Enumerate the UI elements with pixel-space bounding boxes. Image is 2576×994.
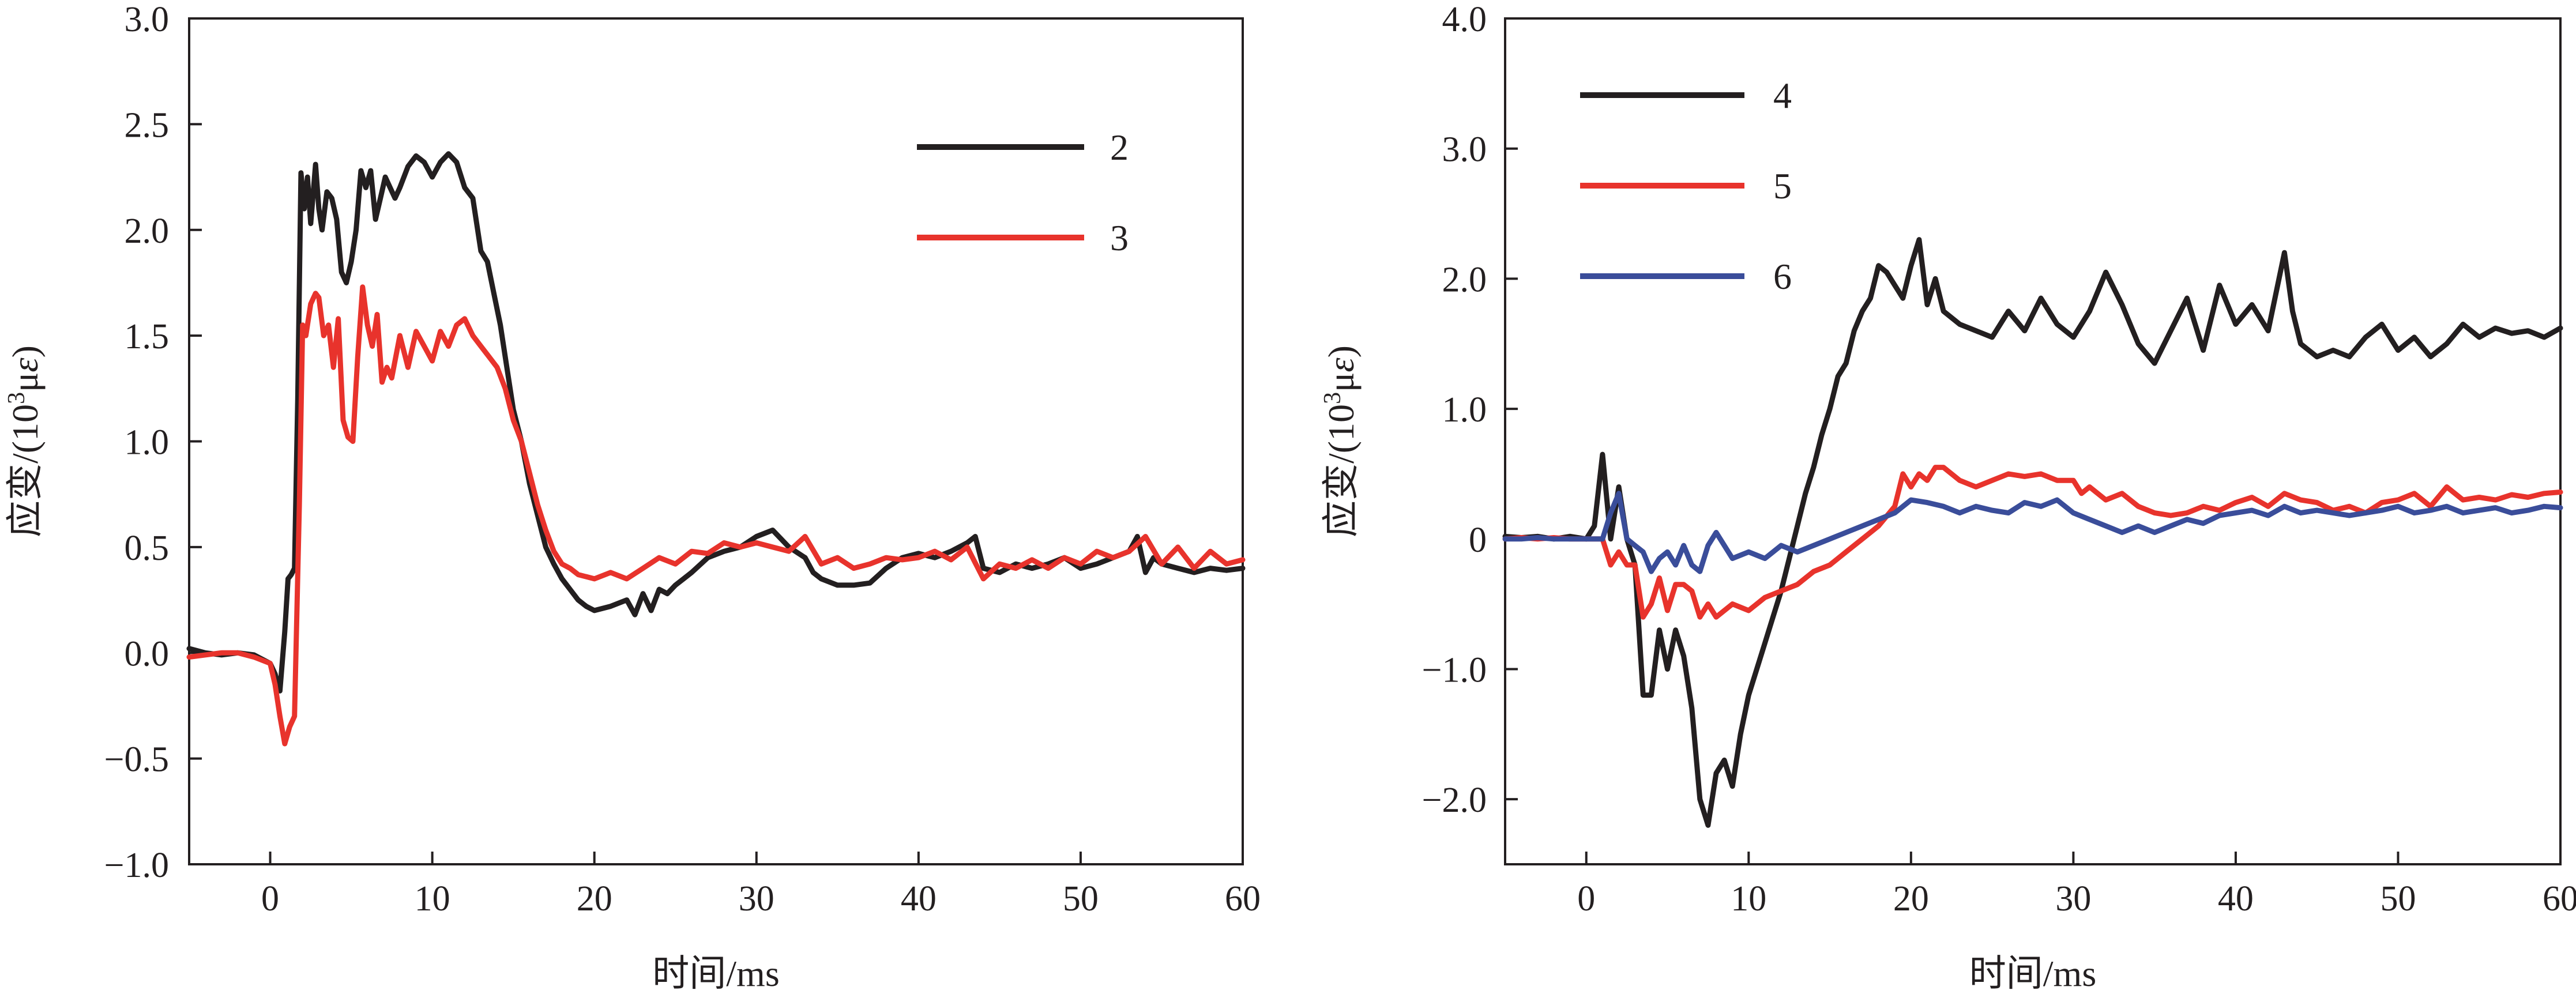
y-axis-label-text: 应变/(10	[1321, 404, 1362, 537]
chart-right: 0 10 20 30 40 50 60 −2.0 −1.0 0 1.0 2.0 3.0 4.0 时间/ms 应…	[1319, 0, 2576, 994]
y-axis-label-text: 应变/(10	[5, 404, 46, 537]
y-tick-label: −0.5	[104, 740, 169, 780]
y-axis-label-superscript: 3	[3, 392, 30, 404]
y-tick-label: 2.0	[1442, 260, 1487, 299]
x-axis-label: 时间/ms	[652, 953, 779, 994]
y-tick-label: 0.0	[125, 634, 170, 673]
y-axis-label: 应变/(103με)	[3, 345, 46, 537]
y-tick-label: 3.0	[1442, 130, 1487, 170]
y-tick-label: 2.5	[125, 106, 170, 145]
y-tick-label: 0.5	[125, 529, 170, 568]
x-tick-label: 10	[1731, 879, 1766, 918]
legend-label-3: 3	[1110, 217, 1129, 258]
y-tick-label: 1.5	[125, 317, 170, 356]
y-axis-label-unit-italic: ε	[5, 357, 46, 372]
y-tick-label: 4.0	[1442, 0, 1487, 39]
y-axis-label-close: )	[1321, 345, 1362, 357]
legend-label-4: 4	[1773, 75, 1792, 116]
y-axis-label-unit: μ	[1321, 372, 1362, 392]
y-tick-label: −1.0	[104, 846, 169, 885]
legend-label-2: 2	[1110, 127, 1129, 168]
x-tick-label: 10	[415, 879, 450, 918]
y-tick-label: −1.0	[1422, 650, 1487, 690]
x-tick-label: 50	[2380, 879, 2416, 918]
y-tick-label: 1.0	[1442, 390, 1487, 430]
y-axis-label-close: )	[5, 345, 46, 357]
y-axis-label-superscript: 3	[1319, 392, 1346, 404]
legend-label-5: 5	[1773, 165, 1792, 206]
y-axis-label-unit-italic: ε	[1321, 357, 1362, 372]
y-tick-label: 2.0	[125, 212, 170, 251]
series-line-3	[186, 284, 1246, 747]
plot-frame	[1504, 17, 2562, 865]
x-tick-label: 60	[1225, 879, 1261, 918]
x-tick-label: 0	[1577, 879, 1595, 918]
x-tick-label: 0	[261, 879, 279, 918]
series-line-5	[1502, 465, 2563, 620]
x-tick-label: 50	[1063, 879, 1099, 918]
x-tick-label: 30	[2055, 879, 2091, 918]
y-axis-label: 应变/(103με)	[1319, 345, 1362, 537]
legend-label-6: 6	[1773, 256, 1792, 297]
x-tick-label: 40	[901, 879, 937, 918]
chart-left: 0 10 20 30 40 50 60 −1.0 −0.5 0.0 0.5 1.0 1.5 2.0 2.5 3…	[3, 0, 1261, 994]
y-tick-label: −2.0	[1422, 781, 1487, 820]
x-tick-label: 20	[1893, 879, 1929, 918]
x-tick-label: 30	[739, 879, 774, 918]
y-tick-label: 0	[1469, 521, 1487, 560]
series-line-4	[1502, 237, 2563, 828]
x-tick-label: 40	[2218, 879, 2254, 918]
plot-frame	[188, 17, 1244, 865]
series-line-2	[186, 151, 1246, 694]
y-tick-label: 3.0	[125, 0, 170, 39]
y-axis-label-unit: μ	[5, 372, 46, 392]
x-tick-label: 20	[577, 879, 612, 918]
y-tick-label: 1.0	[125, 423, 170, 462]
x-tick-label: 60	[2543, 879, 2576, 918]
x-axis-label: 时间/ms	[1969, 953, 2096, 994]
series-line-6	[1502, 491, 2563, 574]
